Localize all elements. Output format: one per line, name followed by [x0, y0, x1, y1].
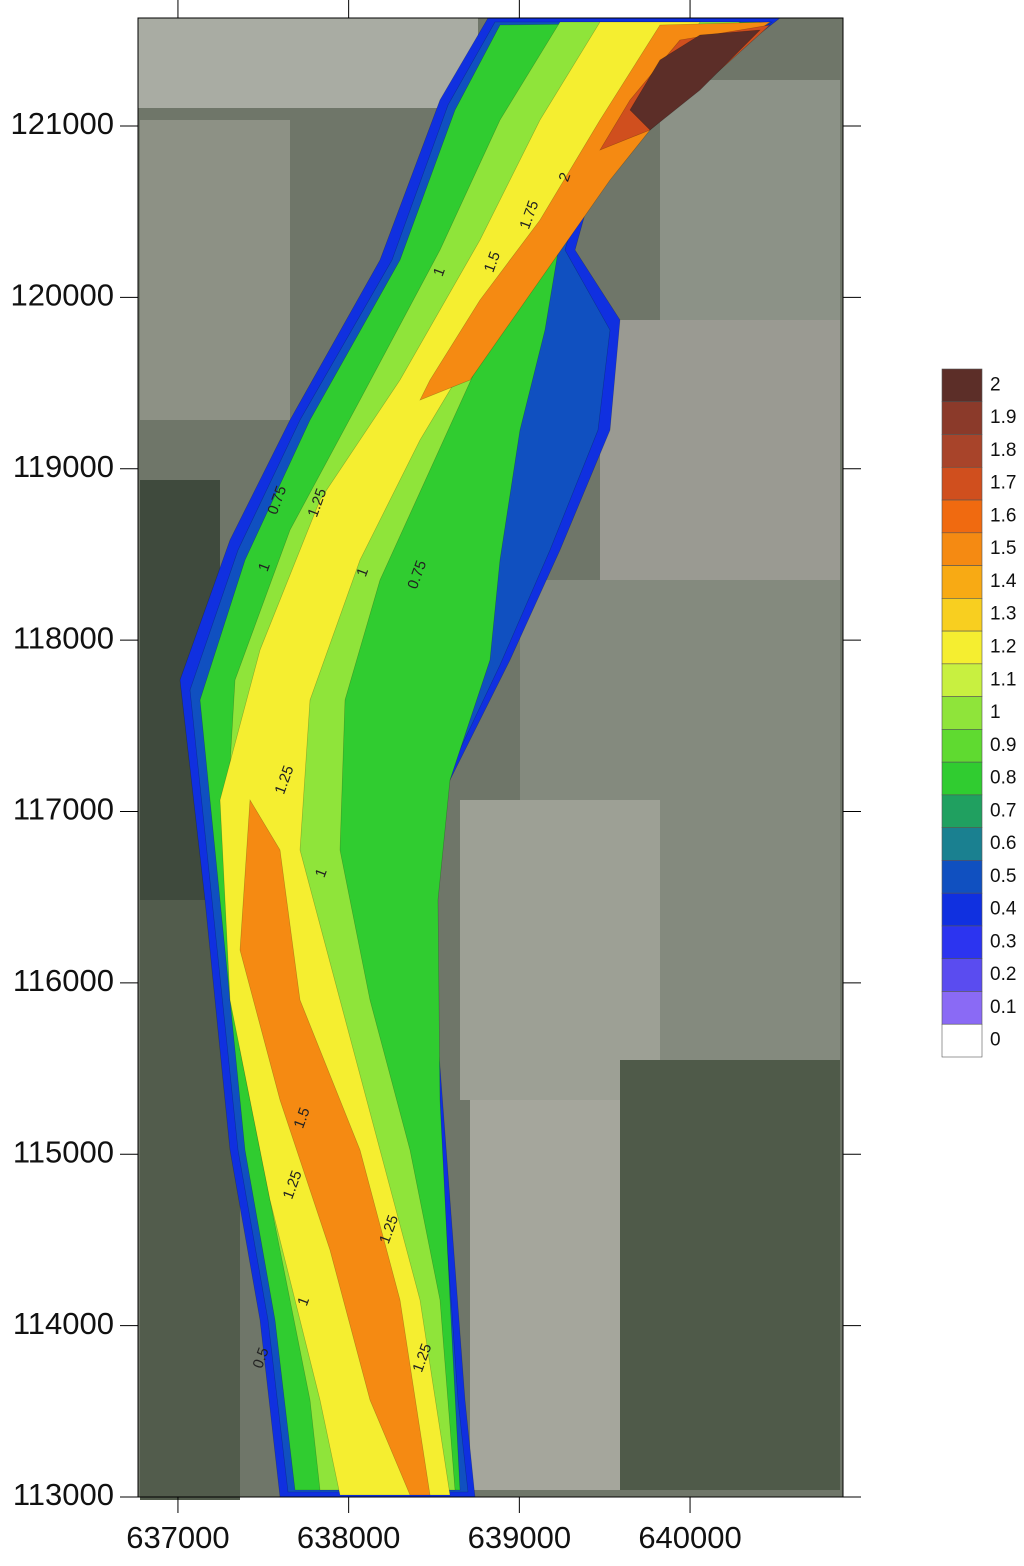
y-tick-label: 116000	[13, 963, 114, 998]
y-tick-label: 115000	[13, 1134, 114, 1169]
colorbar-band	[941, 925, 983, 960]
colorbar-band	[941, 434, 983, 468]
colorbar-label: 1.1	[990, 669, 1016, 690]
colorbar-band	[941, 991, 983, 1025]
colorbar-label: 1.5	[990, 538, 1016, 559]
x-tick-label: 640000	[638, 1520, 741, 1555]
map-frame	[137, 17, 844, 1498]
colorbar-label: 1.8	[990, 440, 1016, 461]
colorbar-label: 0.6	[990, 833, 1016, 854]
colorbar-label: 0.7	[990, 800, 1016, 821]
contour-label: 1.5	[481, 249, 504, 274]
colorbar-band	[941, 565, 983, 599]
colorbar-band	[941, 466, 983, 501]
colorbar-label: 0.5	[990, 866, 1016, 887]
colorbar-label: 1.4	[990, 571, 1017, 592]
colorbar-label: 1.9	[990, 407, 1016, 428]
colorbar-band	[941, 827, 983, 861]
colorbar-band	[941, 663, 983, 697]
y-tick-label: 118000	[13, 620, 114, 655]
contour-label: 1.5	[291, 1105, 314, 1130]
colorbar-label: 1	[990, 702, 1001, 723]
colorbar-band	[941, 860, 983, 894]
colorbar-band	[941, 696, 983, 730]
field	[138, 18, 478, 108]
x-tick-label: 639000	[468, 1520, 571, 1555]
y-tick-label: 114000	[13, 1306, 114, 1341]
colorbar-label: 1.2	[990, 636, 1016, 657]
y-tick-label: 120000	[11, 278, 114, 313]
colorbar-label: 2	[990, 374, 1001, 395]
colorbar-band	[941, 401, 983, 435]
field	[470, 1100, 620, 1490]
x-tick-label: 638000	[297, 1520, 400, 1555]
colorbar-band	[941, 794, 983, 828]
colorbar-label: 1.3	[990, 604, 1016, 625]
y-tick-label: 119000	[13, 449, 114, 484]
colorbar-band	[941, 532, 983, 566]
x-tick-label: 637000	[126, 1520, 229, 1555]
colorbar-band	[941, 1023, 983, 1058]
colorbar-band	[941, 630, 983, 665]
colorbar-label: 1.7	[990, 473, 1016, 494]
depth-zone	[239, 799, 431, 1496]
village	[600, 320, 840, 580]
field	[660, 80, 840, 320]
depth-zone	[629, 29, 761, 131]
field	[460, 800, 660, 1100]
colorbar-label: 0.2	[990, 964, 1016, 985]
colorbar-band	[941, 598, 983, 632]
axes: 637000 638000 639000 640000 113000 114000 1150…	[11, 0, 861, 1555]
colorbar-band	[941, 892, 983, 927]
colorbar-label: 0.4	[990, 899, 1017, 920]
colorbar: 2 1.9 1.8 1.7 1.6 1.5 1.4 1.3 1.2 1.1 1 0.9 0.8 0.7 0.…	[941, 368, 1017, 1058]
river-depth	[179, 17, 781, 1498]
y-tick-label: 117000	[13, 792, 114, 827]
colorbar-band	[941, 958, 983, 992]
colorbar-label: 0.8	[990, 768, 1016, 789]
colorbar-label: 0.1	[990, 997, 1016, 1018]
colorbar-band	[941, 729, 983, 763]
colorbar-label: 1.6	[990, 505, 1016, 526]
colorbar-label: 0	[990, 1030, 1001, 1051]
y-tick-label: 121000	[11, 106, 114, 141]
colorbar-label: 0.3	[990, 931, 1016, 952]
colorbar-label: 0.9	[990, 735, 1016, 756]
forest	[620, 1060, 840, 1490]
y-tick-label: 113000	[13, 1477, 114, 1512]
colorbar-band	[941, 368, 983, 403]
field	[140, 120, 290, 420]
colorbar-band	[941, 761, 983, 796]
contour-label: 0.5	[250, 1345, 273, 1370]
colorbar-band	[941, 499, 983, 534]
